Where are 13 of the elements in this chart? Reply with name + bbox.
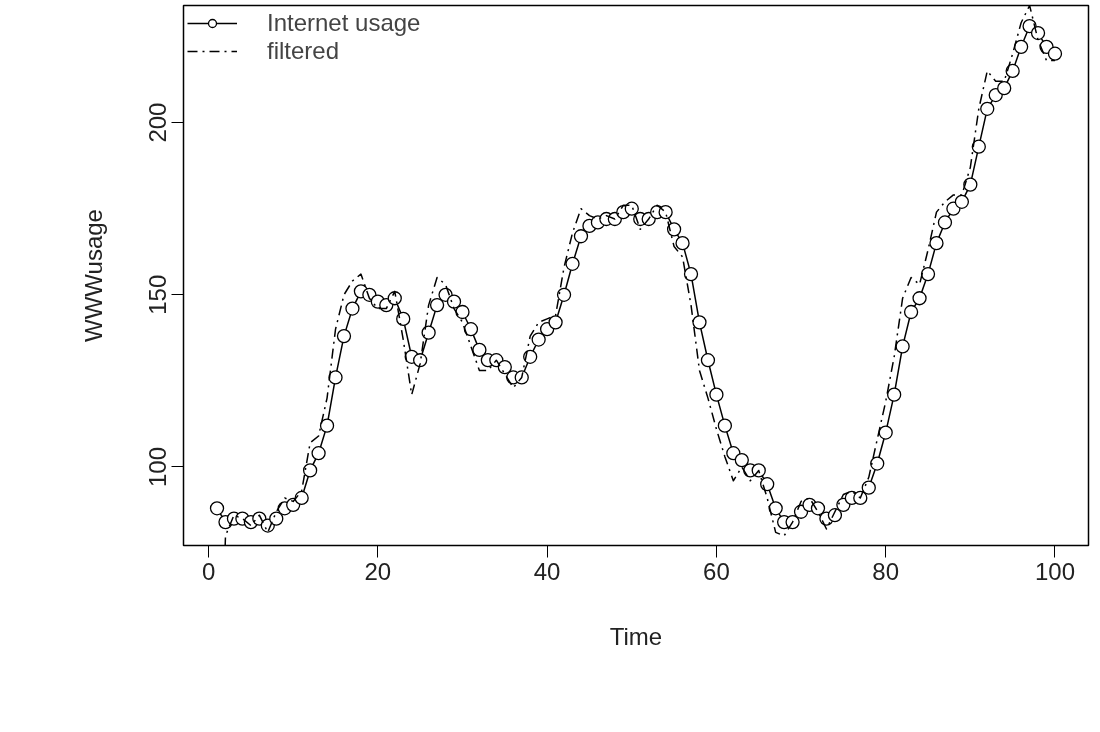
x-tick-label: 60 (703, 557, 730, 585)
y-tick-label: 100 (144, 446, 172, 487)
legend-label: Internet usage (267, 9, 421, 37)
y-axis-title: WWWusage (79, 209, 107, 342)
x-tick-label: 0 (201, 557, 216, 585)
x-tick-label: 20 (364, 557, 392, 585)
x-tick-label: 100 (1034, 557, 1076, 585)
x-tick-label: 40 (533, 557, 561, 585)
x-axis-title: Time (609, 622, 663, 650)
x-tick-label: 80 (872, 557, 900, 585)
legend-label: filtered (267, 37, 340, 65)
y-tick-label: 150 (144, 274, 172, 315)
y-tick-label: 200 (144, 102, 172, 143)
